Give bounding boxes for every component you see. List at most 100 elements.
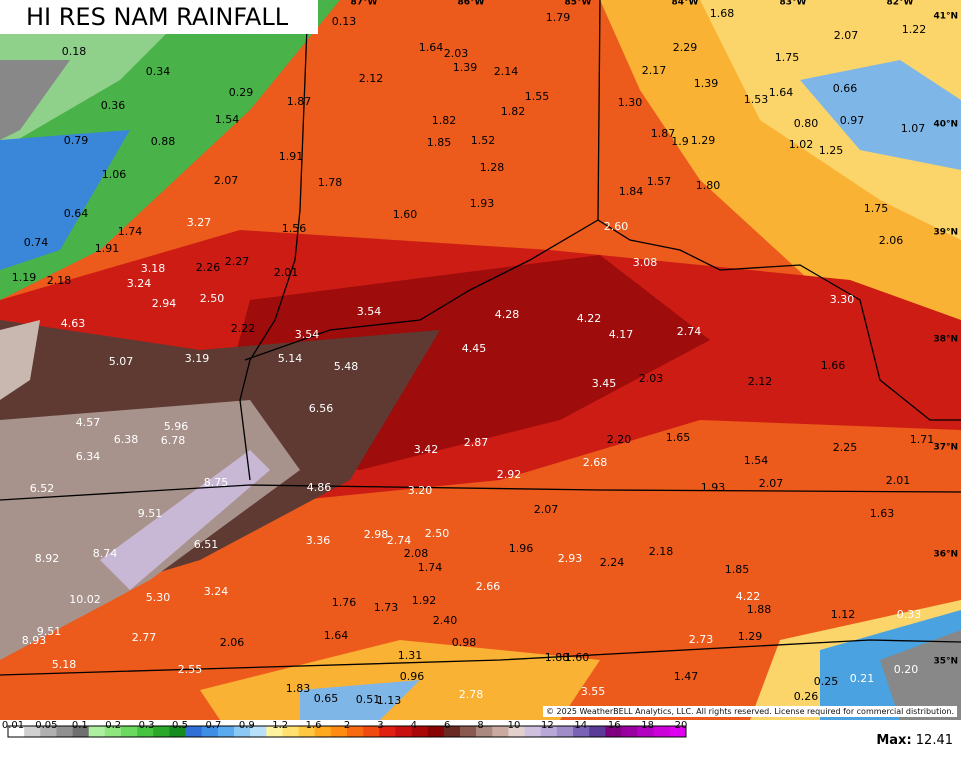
latitude-label: 37°N [933, 443, 958, 453]
rainfall-label: 2.06 [220, 636, 245, 649]
legend-tick-label: 3 [377, 720, 383, 731]
rainfall-label: 1.63 [870, 507, 895, 520]
rainfall-label: 1.30 [618, 96, 643, 109]
longitude-label: 83°W [780, 0, 807, 8]
legend-swatch [201, 726, 219, 737]
rainfall-label: 3.30 [830, 293, 855, 306]
legend-tick-label: 0.05 [35, 720, 57, 731]
rainfall-label: 6.52 [30, 482, 55, 495]
rainfall-label: 1.75 [775, 51, 800, 64]
rainfall-label: 2.18 [649, 545, 674, 558]
rainfall-label: 2.40 [433, 614, 458, 627]
legend-tick-label: 0.9 [239, 720, 255, 731]
legend-swatch [153, 726, 170, 737]
rainfall-label: 4.63 [61, 317, 86, 330]
rainfall-label: 6.38 [114, 433, 139, 446]
rainfall-label: 1.92 [412, 594, 437, 607]
latitude-label: 38°N [933, 335, 958, 345]
max-value: Max: 12.41 [876, 733, 953, 748]
rainfall-label: 0.51 [356, 693, 381, 706]
legend-swatch [234, 726, 251, 737]
legend-tick-label: 0.2 [105, 720, 121, 731]
rainfall-label: 1.91 [279, 150, 304, 163]
legend-swatch [460, 726, 477, 737]
legend-tick-label: 14 [574, 720, 587, 731]
rainfall-label: 1.65 [666, 431, 691, 444]
copyright: © 2025 WeatherBELL Analytics, LLC. All r… [543, 706, 957, 717]
rainfall-label: 2.03 [444, 47, 469, 60]
rainfall-label: 1.28 [480, 161, 505, 174]
rainfall-label: 2.68 [583, 456, 608, 469]
legend-swatch [121, 726, 138, 737]
map-title: HI RES NAM RAINFALL [0, 0, 318, 34]
legend-swatch [347, 726, 364, 737]
legend-swatch [621, 726, 638, 737]
rainfall-label: 1.82 [501, 105, 526, 118]
legend-tick-label: 0.1 [72, 720, 88, 731]
rainfall-label: 1.53 [744, 93, 769, 106]
rainfall-label: 0.66 [833, 82, 858, 95]
rainfall-label: 1.80 [696, 179, 721, 192]
rainfall-label: 1.64 [324, 629, 349, 642]
rainfall-label: 2.50 [425, 527, 450, 540]
rainfall-label: 8.75 [204, 476, 229, 489]
legend-swatch [637, 726, 655, 737]
rainfall-label: 1.71 [910, 433, 935, 446]
legend-tick-label: 10 [508, 720, 521, 731]
rainfall-label: 6.78 [161, 434, 186, 447]
latitude-label: 40°N [933, 120, 958, 130]
rainfall-label: 4.45 [462, 342, 487, 355]
legend-tick-label: 8 [477, 720, 483, 731]
legend-swatch [605, 726, 622, 737]
rainfall-label: 2.77 [132, 631, 157, 644]
legend-tick-label: 0.7 [205, 720, 221, 731]
rainfall-label: 2.66 [476, 580, 501, 593]
rainfall-label: 2.87 [464, 436, 489, 449]
rainfall-label: 0.80 [794, 117, 819, 130]
rainfall-label: 0.13 [332, 15, 357, 28]
rainfall-label: 1.87 [651, 127, 676, 140]
rainfall-label: 2.06 [879, 234, 904, 247]
legend-swatch [540, 726, 558, 737]
rainfall-label: 2.01 [886, 474, 911, 487]
rainfall-label: 4.28 [495, 308, 520, 321]
legend-tick-label: 1.6 [306, 720, 322, 731]
latitude-label: 35°N [933, 657, 958, 667]
longitude-label: 86°W [458, 0, 485, 8]
rainfall-label: 1.88 [545, 651, 570, 664]
rainfall-label: 1.25 [819, 144, 844, 157]
rainfall-label: 4.22 [736, 590, 761, 603]
legend-swatch [185, 726, 203, 737]
max-number: 12.41 [915, 733, 953, 748]
rainfall-label: 2.27 [225, 255, 250, 268]
rainfall-label: 2.92 [497, 468, 522, 481]
rainfall-label: 1.31 [398, 649, 423, 662]
legend-swatch [524, 726, 542, 737]
rainfall-label: 2.94 [152, 297, 177, 310]
rainfall-label: 2.12 [359, 72, 384, 85]
rainfall-label: 1.76 [332, 596, 357, 609]
rainfall-label: 1.66 [821, 359, 846, 372]
rainfall-label: 0.29 [229, 86, 254, 99]
legend-tick-label: 2 [344, 720, 350, 731]
rainfall-label: 3.42 [414, 443, 439, 456]
legend-swatch [72, 726, 90, 737]
rainfall-label: 2.74 [677, 325, 702, 338]
rainfall-label: 0.34 [146, 65, 171, 78]
rainfall-label: 6.34 [76, 450, 101, 463]
rainfall-label: 1.73 [374, 601, 399, 614]
rainfall-label: 2.14 [494, 65, 519, 78]
legend-swatch [217, 726, 235, 737]
longitude-label: 84°W [672, 0, 699, 8]
legend-swatch [443, 726, 461, 737]
legend-tick-label: 6 [444, 720, 450, 731]
legend-swatch [556, 726, 574, 737]
rainfall-label: 3.36 [306, 534, 331, 547]
longitude-label: 82°W [887, 0, 914, 8]
rainfall-label: 2.07 [534, 503, 559, 516]
rainfall-label: 3.19 [185, 352, 210, 365]
rainfall-label: 1.39 [694, 77, 719, 90]
legend-swatch [589, 726, 606, 737]
rainfall-label: 1.79 [546, 11, 571, 24]
rainfall-label: 2.03 [639, 372, 664, 385]
